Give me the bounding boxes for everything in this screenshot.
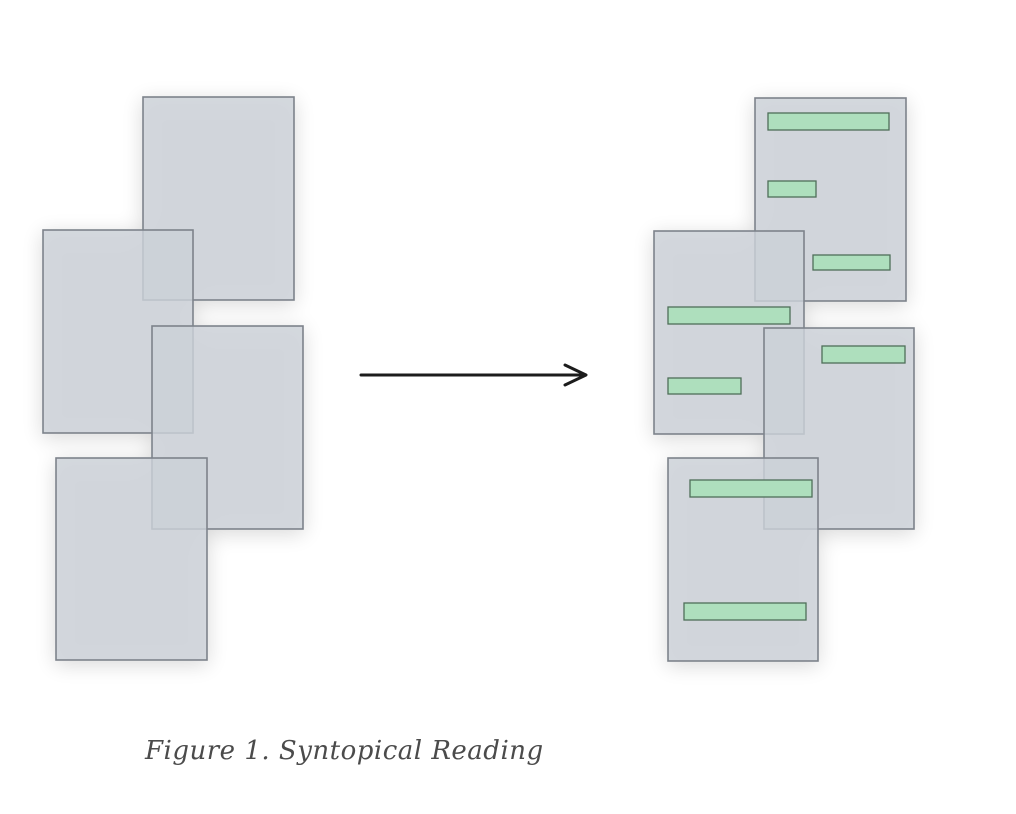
highlight-mark: [683, 602, 807, 621]
highlight-mark: [667, 306, 791, 325]
highlight-mark: [667, 377, 742, 395]
highlight-mark: [767, 180, 817, 198]
figure-caption: Figure 1. Syntopical Reading: [145, 736, 544, 766]
left-document-stack: [42, 96, 304, 661]
highlight-mark: [812, 254, 891, 271]
highlight-marks: [667, 112, 906, 621]
highlight-mark: [821, 345, 906, 364]
right-arrow-icon: [359, 363, 588, 387]
left-page-4: [55, 457, 208, 661]
highlight-mark: [689, 479, 813, 498]
highlight-mark: [767, 112, 890, 131]
